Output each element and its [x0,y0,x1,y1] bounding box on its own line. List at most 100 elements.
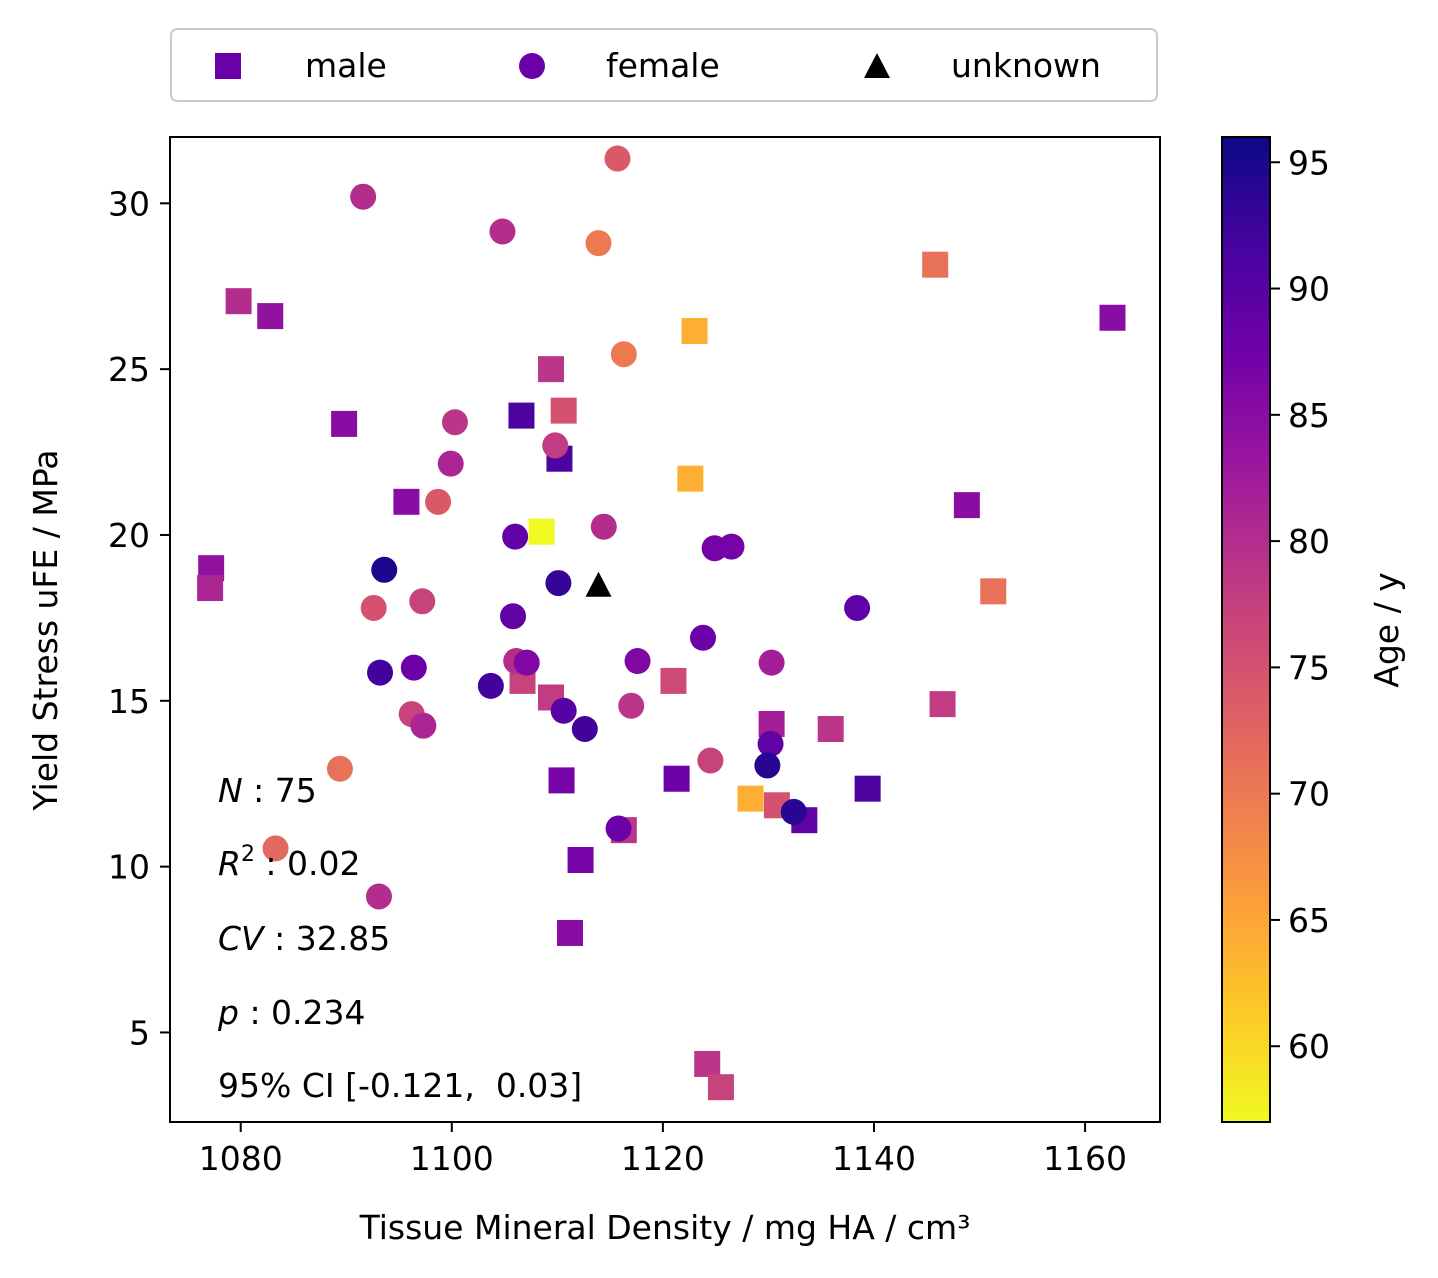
colorbar-tick-label-80: 80 [1288,522,1330,561]
data-point-female-4 [610,341,637,368]
y-tick-label-30: 30 [108,184,150,223]
plot-frame [169,136,1161,1123]
data-point-female-8 [425,488,452,515]
data-point-male-30 [980,578,1007,605]
data-point-male-33 [707,1074,734,1101]
data-point-female-26 [477,672,504,699]
data-point-female-38 [262,835,289,862]
legend-label-female: female [606,46,720,85]
data-point-female-20 [624,648,651,675]
data-point-male-5 [393,488,420,515]
colorbar-tick-label-90: 90 [1288,270,1330,309]
data-point-female-9 [590,513,617,540]
data-point-female-5 [441,409,468,436]
data-point-female-27 [618,692,645,719]
data-point-female-14 [545,570,572,597]
colorbar-tick-label-70: 70 [1288,775,1330,814]
x-tick-label-1140: 1140 [832,1139,916,1178]
data-point-male-19 [677,465,704,492]
annotation-r2-superscript: 2 [241,842,255,867]
data-point-male-14 [567,846,594,873]
legend-label-male: male [305,46,387,85]
y-tick-label-20: 20 [108,516,150,555]
data-point-female-2 [604,145,631,172]
data-point-male-17 [660,667,687,694]
data-point-female-7 [437,450,464,477]
data-point-male-8 [550,397,577,424]
data-point-male-32 [694,1050,721,1077]
y-axis-label: Yield Stress uFE / MPa [26,450,65,812]
data-point-male-6 [508,402,535,429]
data-point-male-31 [1099,304,1126,331]
data-point-male-21 [737,785,764,812]
legend-label-unknown: unknown [951,46,1101,85]
plot-area [170,137,1160,1122]
y-tick-label-15: 15 [108,682,150,721]
annotation-p-value: : 0.234 [239,993,366,1032]
annotation-p-symbol: p [217,993,239,1032]
colorbar-label: Age / y [1367,572,1406,687]
data-point-female-16 [409,588,436,615]
data-point-male-15 [557,919,584,946]
annotation-cv-symbol: CV [218,919,266,958]
colorbar-tick-label-75: 75 [1288,648,1330,687]
data-point-female-18 [844,594,871,621]
data-point-male-20 [681,318,708,345]
data-point-male-25 [817,715,844,742]
data-point-female-33 [697,747,724,774]
x-tick-label-1080: 1080 [199,1139,283,1178]
data-point-female-31 [571,715,598,742]
x-axis-ticks: 1080 1100 1120 1140 1160 [199,1122,1127,1178]
annotation-p: p : 0.234 [217,993,366,1032]
colorbar-tick-label-95: 95 [1288,143,1330,182]
annotation-n-value: : 75 [243,771,317,810]
data-point-female-25 [513,649,540,676]
data-point-male-29 [953,492,980,519]
data-point-female-32 [757,730,784,757]
x-tick-label-1120: 1120 [621,1139,705,1178]
annotation-r2-symbol: R [218,844,241,883]
legend-box [170,28,1158,102]
data-point-female-6 [542,432,569,459]
y-axis-ticks: 5 10 15 20 25 30 [108,184,170,1052]
annotation-n-symbol: N [218,771,243,810]
y-tick-label-5: 5 [129,1013,150,1052]
colorbar-tick-label-85: 85 [1288,396,1330,435]
colorbar-ticks: 60 65 70 75 80 85 90 95 [1270,143,1330,1066]
data-point-male-13 [548,767,575,794]
data-point-male-0 [225,288,252,315]
annotation-cv: CV : 32.85 [218,919,390,958]
x-tick-label-1100: 1100 [410,1139,494,1178]
data-point-female-12 [718,533,745,560]
data-point-male-18 [663,765,690,792]
data-point-female-22 [400,654,427,681]
data-point-male-26 [854,775,881,802]
data-point-female-17 [500,603,527,630]
data-point-male-7 [538,356,565,383]
data-point-female-30 [550,697,577,724]
data-point-male-1 [257,303,284,330]
data-point-female-29 [410,712,437,739]
annotation-r2: R2 : 0.02 [218,842,361,883]
colorbar [1221,136,1271,1123]
annotation-ci: 95% CI [-0.121, 0.03] [218,1066,582,1105]
x-tick-label-1160: 1160 [1043,1139,1127,1178]
y-tick-label-10: 10 [108,848,150,887]
legend-marker-female [519,53,545,79]
data-point-female-3 [585,230,612,257]
data-point-male-3 [197,575,224,602]
data-point-female-19 [689,624,716,651]
annotation-cv-value: : 32.85 [264,919,391,958]
data-point-female-37 [605,815,632,842]
data-points [197,145,1126,1101]
data-point-female-10 [502,523,529,550]
annotation-n: N : 75 [218,771,317,810]
data-point-male-28 [929,691,956,718]
data-point-female-35 [326,755,353,782]
data-point-female-13 [371,556,398,583]
data-point-female-21 [758,649,785,676]
data-point-female-23 [367,659,394,686]
data-point-female-0 [350,183,377,210]
data-point-unknown-0 [585,571,612,597]
